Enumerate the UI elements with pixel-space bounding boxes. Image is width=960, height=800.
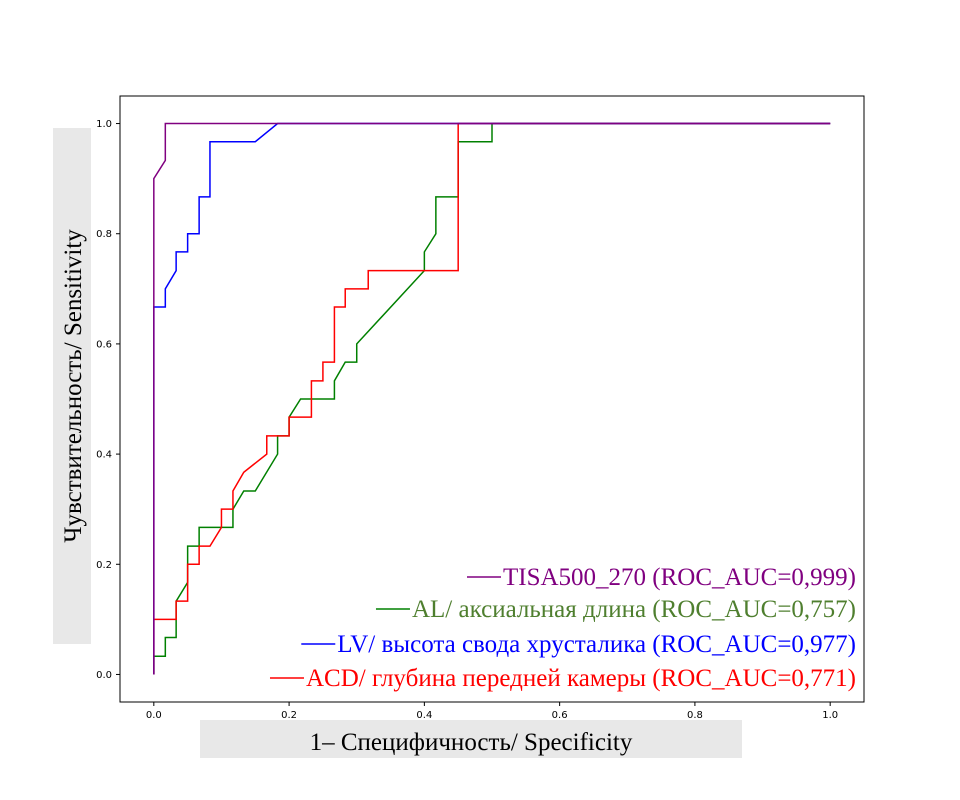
legend-label: ACD/ глубина передней камеры (ROC_AUC=0,… <box>306 665 856 692</box>
legend-label: TISA500_270 (ROC_AUC=0,999) <box>503 564 856 591</box>
x-tick-label: 0.4 <box>416 710 432 721</box>
y-tick-label: 1.0 <box>96 119 112 130</box>
x-tick-label: 0.2 <box>281 710 297 721</box>
roc-curve-0 <box>153 122 831 675</box>
y-tick-label: 0.2 <box>96 560 112 571</box>
y-tick-label: 0.6 <box>96 339 112 350</box>
y-axis-title: Чувствительность/ Sensitivity <box>60 229 87 543</box>
legend-label: LV/ высота свода хрусталика (ROC_AUC=0,9… <box>337 631 856 658</box>
roc-curve-3 <box>153 122 831 675</box>
x-tick-label: 0.0 <box>146 710 162 721</box>
y-tick-label: 0.0 <box>96 670 112 681</box>
roc-curve-1 <box>153 122 831 675</box>
x-axis-title: 1– Специфичность/ Specificity <box>310 729 633 756</box>
legend: TISA500_270 (ROC_AUC=0,999) AL/ аксиальна… <box>269 564 856 692</box>
x-tick-label: 1.0 <box>822 710 838 721</box>
legend-label: AL/ аксиальная длина (ROC_AUC=0,757) <box>412 596 856 623</box>
plot-frame <box>119 95 865 703</box>
ylabel-background <box>53 128 91 644</box>
x-axis-ticks: 0.0 0.2 0.4 0.6 0.8 1.0 <box>146 702 838 721</box>
x-tick-label: 0.8 <box>687 710 703 721</box>
y-tick-label: 0.4 <box>96 450 112 461</box>
xlabel-background <box>200 720 742 758</box>
x-tick-label: 0.6 <box>552 710 568 721</box>
series-lines <box>153 122 831 675</box>
roc-curve-2 <box>153 122 831 675</box>
y-tick-label: 0.8 <box>96 229 112 240</box>
y-axis-ticks: 0.0 0.2 0.4 0.6 0.8 1.0 <box>96 119 120 681</box>
